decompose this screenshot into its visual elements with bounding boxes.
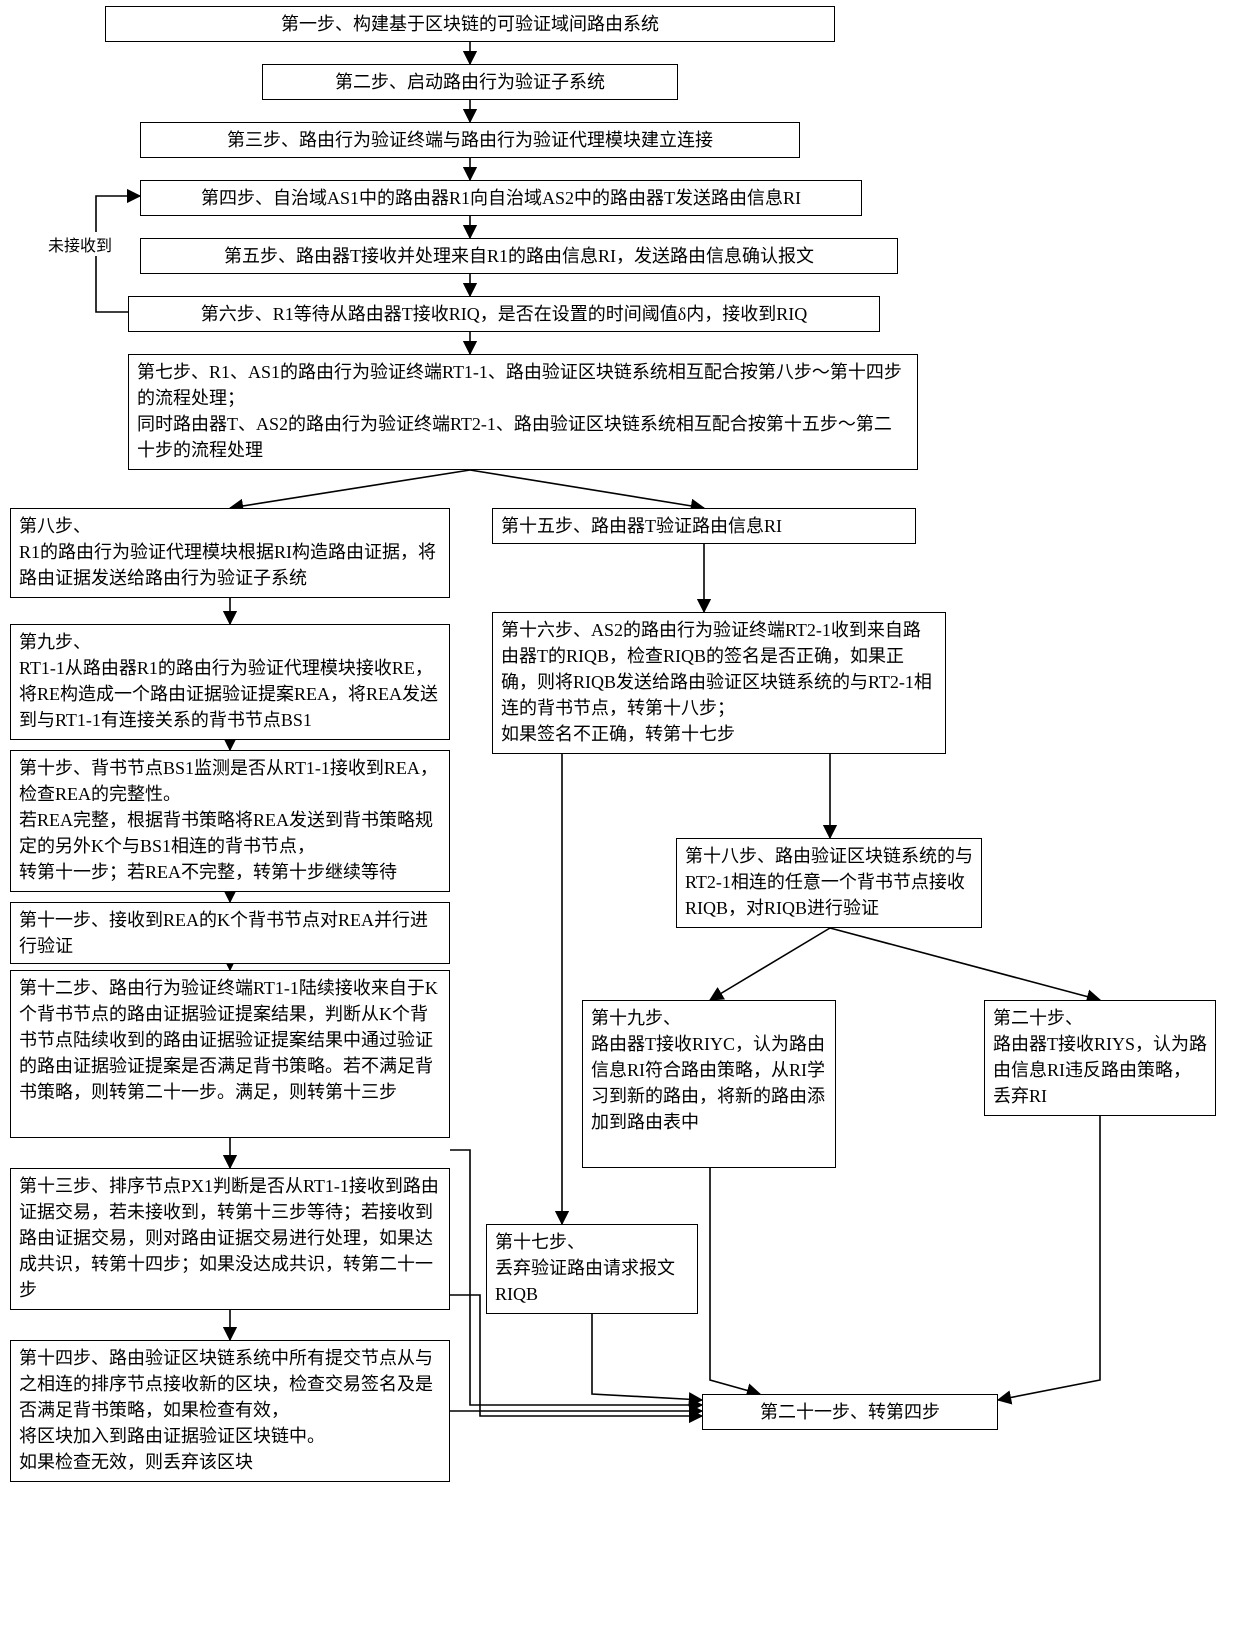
flow-node-s4: 第四步、自治域AS1中的路由器R1向自治域AS2中的路由器T发送路由信息RI <box>140 180 862 216</box>
flow-node-s21: 第二十一步、转第四步 <box>702 1394 998 1430</box>
flow-edge <box>830 928 1100 1000</box>
flow-node-s6: 第六步、R1等待从路由器T接收RIQ，是否在设置的时间阈值δ内，接收到RIQ <box>128 296 880 332</box>
flow-node-s20: 第二十步、路由器T接收RIYS，认为路由信息RI违反路由策略，丢弃RI <box>984 1000 1216 1116</box>
flow-node-s5: 第五步、路由器T接收并处理来自R1的路由信息RI，发送路由信息确认报文 <box>140 238 898 274</box>
flow-edge <box>470 470 704 508</box>
flow-node-s3: 第三步、路由行为验证终端与路由行为验证代理模块建立连接 <box>140 122 800 158</box>
flow-node-s18: 第十八步、路由验证区块链系统的与RT2-1相连的任意一个背书节点接收RIQB，对… <box>676 838 982 928</box>
flow-node-s9: 第九步、RT1-1从路由器R1的路由行为验证代理模块接收RE，将RE构造成一个路… <box>10 624 450 740</box>
flow-node-s17: 第十七步、丢弃验证路由请求报文RIQB <box>486 1224 698 1314</box>
flow-node-s7: 第七步、R1、AS1的路由行为验证终端RT1-1、路由验证区块链系统相互配合按第… <box>128 354 918 470</box>
flow-edge <box>230 470 470 508</box>
flow-node-s13: 第十三步、排序节点PX1判断是否从RT1-1接收到路由证据交易，若未接收到，转第… <box>10 1168 450 1310</box>
edge-label-el1: 未接收到 <box>48 232 112 256</box>
flow-node-s16: 第十六步、AS2的路由行为验证终端RT2-1收到来自路由器T的RIQB，检查RI… <box>492 612 946 754</box>
flow-edge <box>592 1314 702 1400</box>
flow-edge <box>710 1168 760 1394</box>
flow-node-s1: 第一步、构建基于区块链的可验证域间路由系统 <box>105 6 835 42</box>
flow-edge <box>998 1116 1100 1400</box>
flow-node-s15: 第十五步、路由器T验证路由信息RI <box>492 508 916 544</box>
flow-node-s8: 第八步、R1的路由行为验证代理模块根据RI构造路由证据，将路由证据发送给路由行为… <box>10 508 450 598</box>
flow-node-s14: 第十四步、路由验证区块链系统中所有提交节点从与之相连的排序节点接收新的区块，检查… <box>10 1340 450 1482</box>
flow-node-s2: 第二步、启动路由行为验证子系统 <box>262 64 678 100</box>
flow-edge <box>710 928 830 1000</box>
flow-node-s12: 第十二步、路由行为验证终端RT1-1陆续接收来自于K个背书节点的路由证据验证提案… <box>10 970 450 1138</box>
flow-node-s19: 第十九步、路由器T接收RIYC，认为路由信息RI符合路由策略，从RI学习到新的路… <box>582 1000 836 1168</box>
flow-node-s11: 第十一步、接收到REA的K个背书节点对REA并行进行验证 <box>10 902 450 964</box>
flow-node-s10: 第十步、背书节点BS1监测是否从RT1-1接收到REA，检查REA的完整性。若R… <box>10 750 450 892</box>
